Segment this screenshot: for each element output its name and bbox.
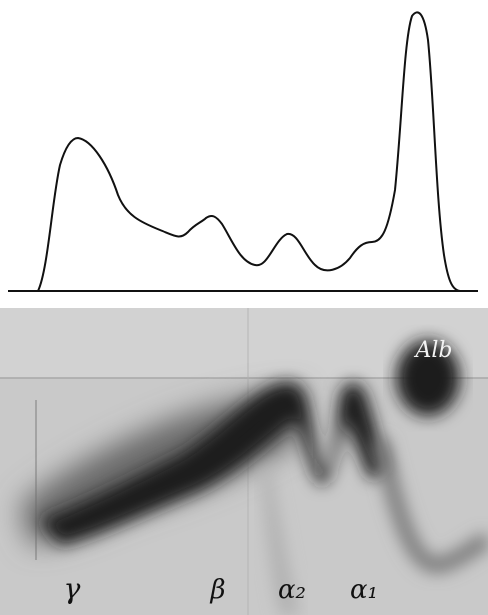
albumin-label: Alb bbox=[413, 338, 452, 363]
trace-curve bbox=[37, 11, 461, 292]
albumin-spot bbox=[396, 340, 460, 416]
band-label: β bbox=[209, 575, 225, 605]
band-label: γ bbox=[64, 572, 81, 605]
band-label: α₁ bbox=[350, 575, 378, 605]
protein-band bbox=[40, 382, 388, 545]
shadow-trail bbox=[372, 438, 488, 574]
band-label: α₂ bbox=[278, 575, 306, 605]
densitometer-trace bbox=[8, 11, 478, 292]
faint-streak bbox=[262, 470, 300, 615]
electrophoresis-strip: Alb γ β α₂ α₁ bbox=[0, 308, 488, 615]
